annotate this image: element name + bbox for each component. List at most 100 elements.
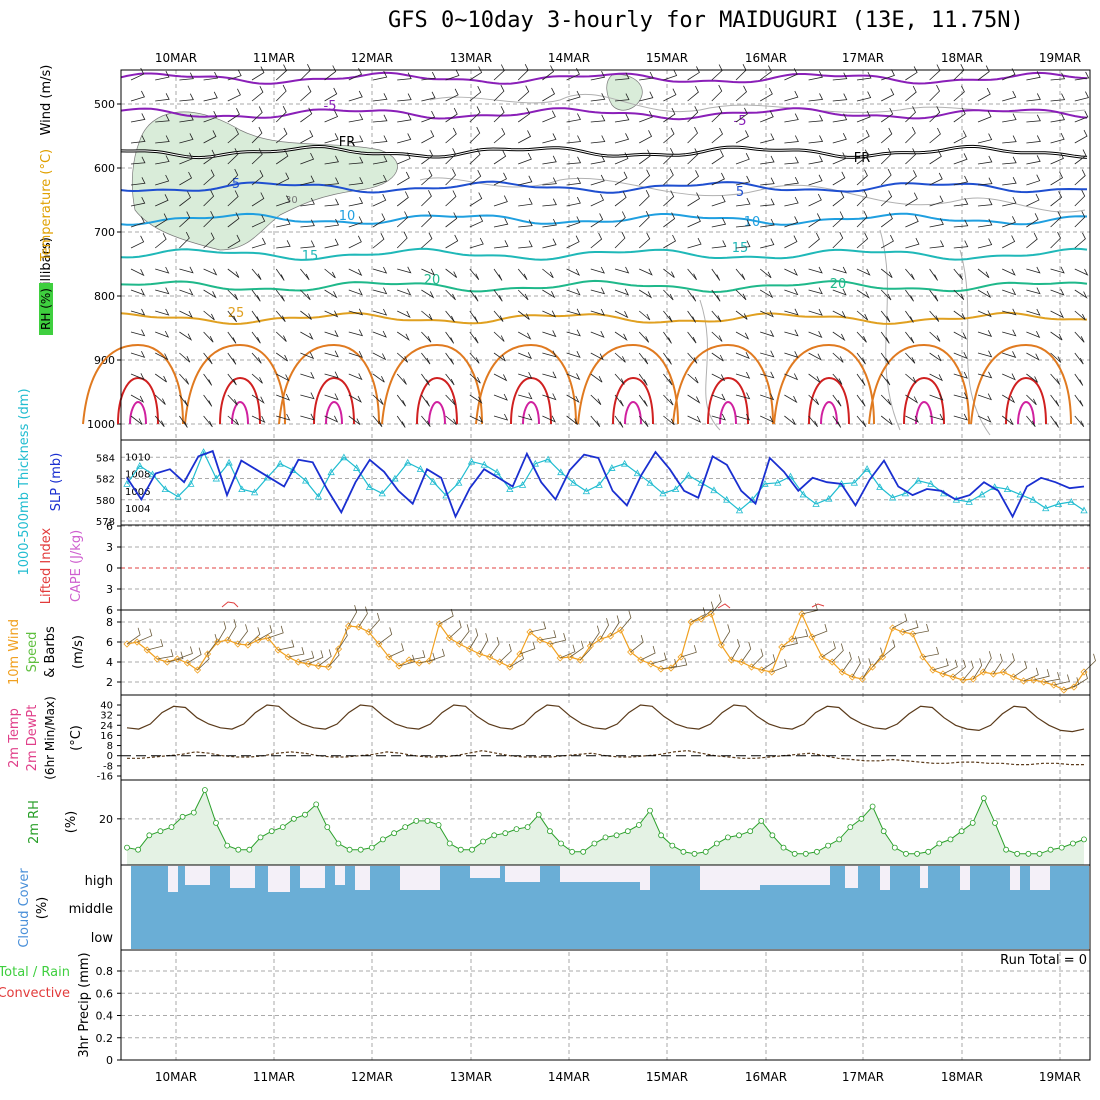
wind-barb [880, 148, 892, 165]
rh-point [157, 828, 164, 835]
cloud-gap [880, 866, 890, 890]
wind-axis-label: Wind (m/s) [39, 65, 54, 136]
wind-barb-10m [318, 649, 332, 667]
wind-barb [493, 240, 509, 249]
thickness-point [174, 492, 182, 500]
wind-barb [179, 231, 190, 249]
wind-barb [227, 310, 237, 323]
wind-barb [493, 373, 508, 382]
wind-barb [179, 310, 193, 318]
isotherm-label: -5 [324, 99, 337, 114]
wind-barb [179, 191, 192, 207]
wind-barb [493, 413, 509, 421]
wind-barb [881, 88, 895, 102]
wind-speed-point [375, 640, 383, 648]
wind-speed-point [858, 675, 866, 683]
wind-barb [856, 268, 871, 276]
wind-barb [421, 373, 430, 386]
rh-point [547, 828, 553, 835]
wind-barb-10m [640, 645, 656, 661]
thickness-point [723, 495, 731, 503]
wind-barb [469, 148, 481, 165]
wind-barb [1074, 149, 1087, 165]
wind-barb [396, 415, 406, 428]
wind-barb [154, 233, 167, 249]
wind-barb [155, 330, 170, 338]
wind-barb [808, 213, 821, 228]
rh-point [836, 836, 843, 843]
wind-barb [639, 268, 653, 276]
wind-barb-10m [811, 623, 828, 638]
wind-barb [856, 71, 872, 81]
wind-barb [1050, 394, 1060, 407]
cloud-gap [300, 866, 325, 888]
wind-barb [1050, 266, 1065, 274]
wind-barb [977, 415, 992, 423]
wind-barb [518, 197, 533, 207]
wind-barb [251, 66, 265, 81]
wind-barb [977, 350, 993, 358]
wind-speed-point [526, 628, 534, 636]
wind-barb [469, 373, 481, 384]
date-label-top: 10MAR [155, 51, 197, 65]
wind-barb [905, 268, 915, 281]
wind-barb [711, 172, 725, 186]
wind-barb [372, 266, 388, 274]
wind-barb [760, 155, 775, 165]
cloud-gap [760, 866, 830, 885]
rh-point [324, 824, 331, 830]
wind-barb-10m [569, 640, 584, 658]
wind-barb [275, 149, 289, 165]
wind-barb [542, 415, 556, 423]
lifted-tick-label: 6 [106, 604, 113, 617]
wind-barb [517, 268, 528, 281]
wind-barb [469, 192, 483, 207]
temp2m-units-label: (°C) [69, 725, 84, 751]
wind-barb [372, 70, 388, 81]
wind-barb [421, 310, 433, 321]
wind-barb [445, 148, 457, 165]
wind-speed-point [878, 653, 887, 661]
wind-barb [445, 268, 458, 278]
wind-barb [203, 289, 217, 299]
wind-barb [687, 148, 699, 165]
temp-contour-40 [719, 400, 737, 425]
wind-barb [372, 352, 387, 361]
wind-barb [324, 330, 339, 338]
wind-speed-point [415, 659, 423, 667]
wind-barb [760, 310, 774, 318]
wind-barb [130, 351, 146, 358]
wind-barb [614, 310, 629, 319]
wind-barb [735, 392, 751, 400]
wind-barb-10m [720, 624, 731, 646]
wind-barb [469, 415, 484, 423]
wind-barb [808, 71, 823, 81]
wind-barb [421, 91, 436, 102]
wind-barb [735, 197, 751, 207]
thickness-point [327, 468, 335, 476]
wind-barb [179, 415, 188, 428]
wind-barb [227, 108, 240, 123]
wind-speed-point [496, 658, 504, 666]
wind-barb [566, 156, 582, 165]
wind-barb-10m [700, 601, 714, 620]
wind-barb [1074, 91, 1089, 102]
rh-point [725, 834, 731, 841]
wind-barb [300, 310, 312, 320]
wind-barb [905, 352, 916, 364]
wind-barb [396, 331, 410, 341]
wind-barb [1026, 373, 1038, 383]
wind-barb [1050, 231, 1061, 249]
wind-barb [784, 351, 799, 358]
wind-speed-point [848, 673, 856, 681]
wind-barb [445, 289, 456, 301]
cloud-gap [505, 866, 540, 882]
temp-contour-30 [278, 343, 380, 425]
wind-barb [130, 394, 145, 403]
wind-barb-10m [519, 641, 536, 655]
wind-barb-10m [902, 620, 919, 633]
wind-barb-10m [147, 638, 164, 651]
cloud-gap [845, 866, 858, 888]
wind-barb [517, 64, 529, 81]
rh-point [680, 848, 687, 855]
